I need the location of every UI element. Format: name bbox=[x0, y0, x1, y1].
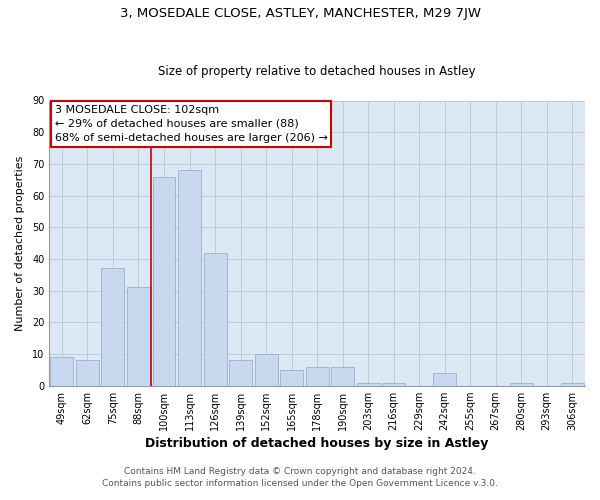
Title: Size of property relative to detached houses in Astley: Size of property relative to detached ho… bbox=[158, 66, 476, 78]
Bar bbox=[382, 382, 405, 386]
X-axis label: Distribution of detached houses by size in Astley: Distribution of detached houses by size … bbox=[145, 437, 489, 450]
Bar bbox=[331, 366, 354, 386]
Bar bbox=[305, 366, 329, 386]
Bar bbox=[203, 252, 227, 386]
Bar bbox=[510, 382, 533, 386]
Bar bbox=[178, 170, 201, 386]
Bar bbox=[101, 268, 124, 386]
Bar bbox=[254, 354, 278, 386]
Bar bbox=[229, 360, 252, 386]
Bar bbox=[50, 357, 73, 386]
Bar bbox=[433, 373, 456, 386]
Bar bbox=[152, 176, 175, 386]
Bar bbox=[280, 370, 303, 386]
Text: Contains HM Land Registry data © Crown copyright and database right 2024.
Contai: Contains HM Land Registry data © Crown c… bbox=[102, 466, 498, 487]
Y-axis label: Number of detached properties: Number of detached properties bbox=[15, 156, 25, 331]
Text: 3 MOSEDALE CLOSE: 102sqm
← 29% of detached houses are smaller (88)
68% of semi-d: 3 MOSEDALE CLOSE: 102sqm ← 29% of detach… bbox=[55, 105, 328, 143]
Bar bbox=[561, 382, 584, 386]
Bar bbox=[356, 382, 380, 386]
Text: 3, MOSEDALE CLOSE, ASTLEY, MANCHESTER, M29 7JW: 3, MOSEDALE CLOSE, ASTLEY, MANCHESTER, M… bbox=[119, 8, 481, 20]
Bar bbox=[127, 288, 150, 386]
Bar bbox=[76, 360, 99, 386]
